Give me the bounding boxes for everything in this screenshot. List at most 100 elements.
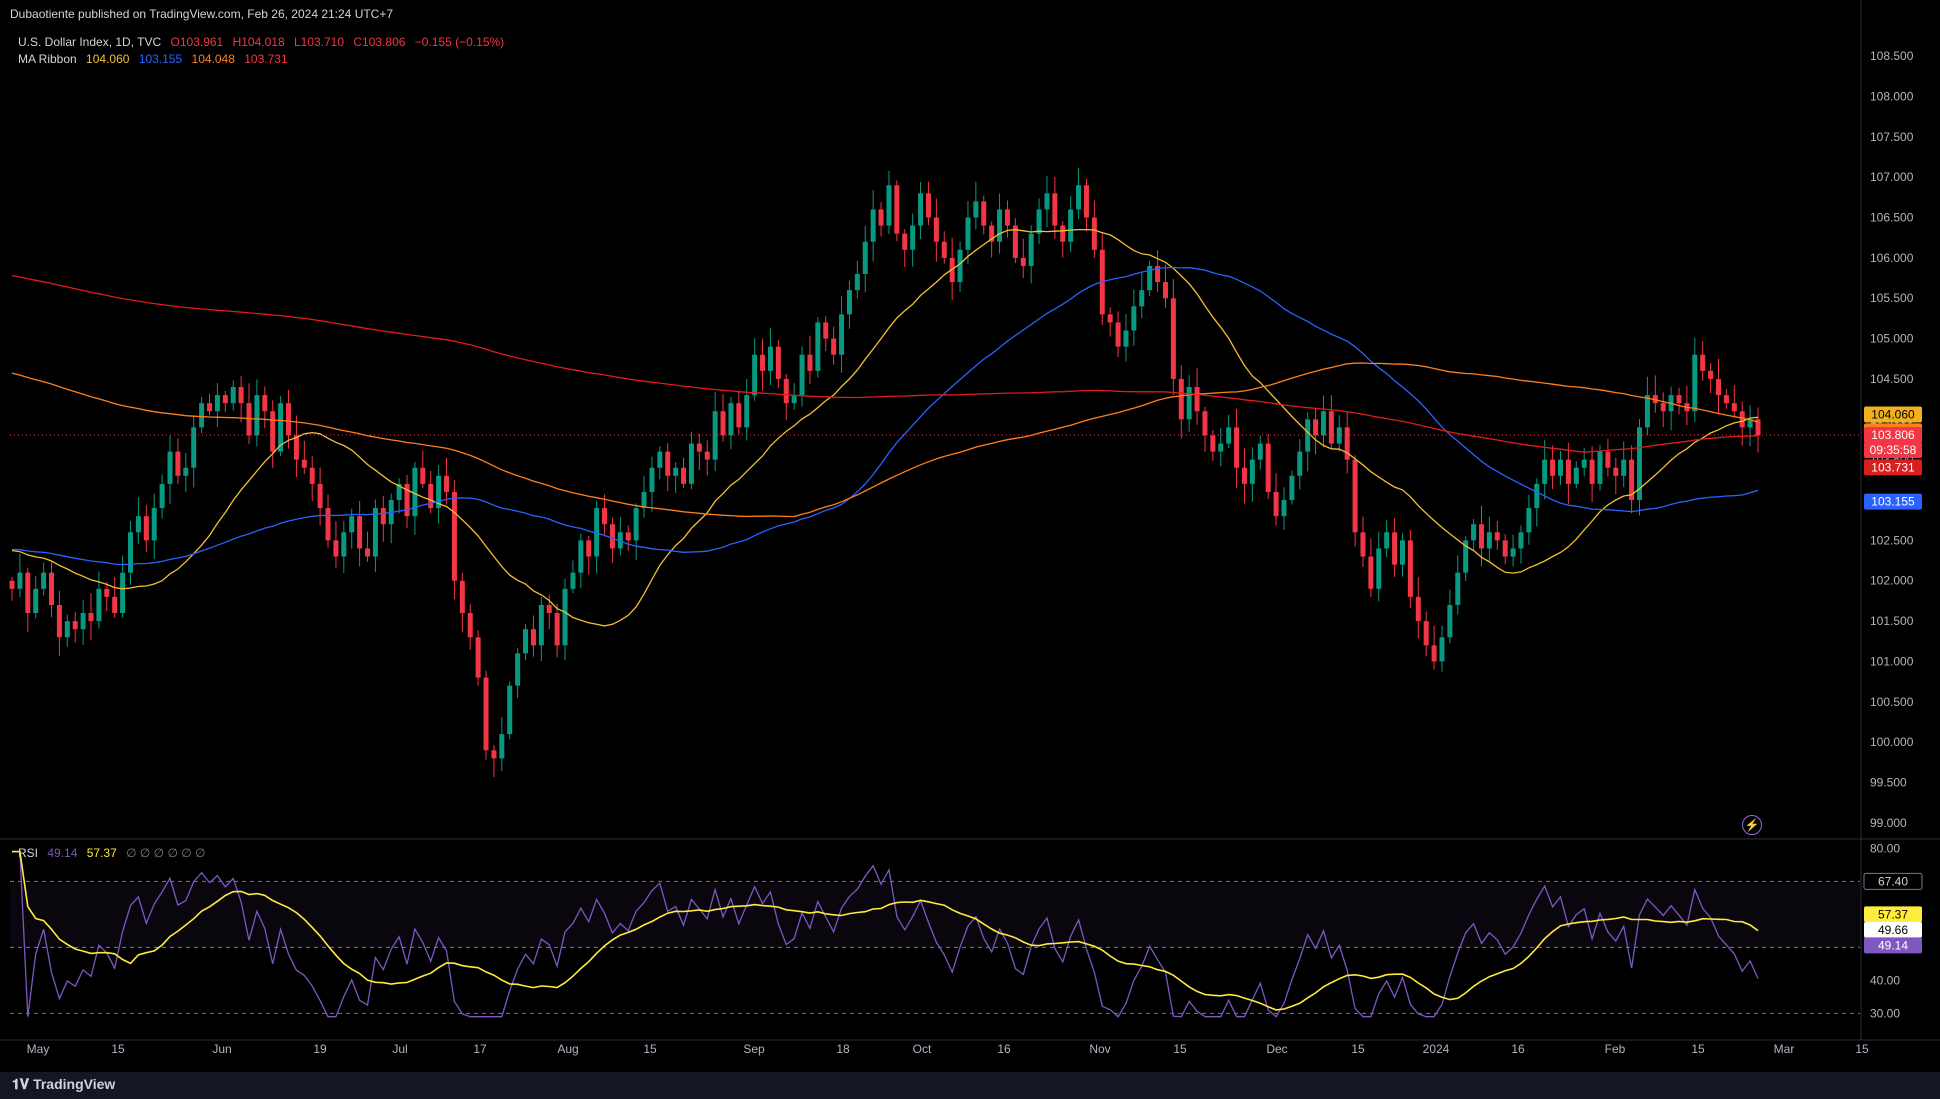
time-tick-label: 15: [1691, 1042, 1705, 1056]
price-tag: [1864, 406, 1922, 423]
candle-body: [270, 411, 276, 452]
price-tick-label: 108.000: [1870, 89, 1914, 103]
candle-body: [933, 217, 939, 242]
candle-body: [870, 209, 876, 242]
low-value: L103.710: [293, 35, 345, 49]
candle-body: [1415, 596, 1421, 622]
price-tick-label: 106.500: [1870, 211, 1914, 225]
candle-body: [1036, 209, 1042, 234]
candle-body: [1305, 419, 1311, 452]
candle-body: [736, 403, 742, 428]
candle-body: [1352, 459, 1358, 533]
candle-body: [720, 411, 726, 436]
change-value: −0.155 (−0.15%): [414, 35, 505, 49]
candle-body: [1613, 467, 1619, 476]
candle-body: [1455, 572, 1461, 605]
price-tick-label: 107.500: [1870, 130, 1914, 144]
tradingview-logo[interactable]: 𝟏𝐕 TradingView: [12, 1076, 116, 1092]
candle-body: [301, 459, 307, 468]
candle-body: [1644, 395, 1650, 428]
price-tick-label: 107.000: [1870, 170, 1914, 184]
candle-body: [791, 395, 797, 404]
candle-body: [238, 387, 244, 404]
candle-body: [1273, 491, 1279, 517]
candle-body: [199, 403, 205, 428]
candle-body: [1423, 621, 1429, 646]
footer-bar: [0, 1072, 1940, 1099]
price-tick-label: 106.000: [1870, 251, 1914, 265]
candle-body: [665, 451, 671, 476]
candle-body: [159, 483, 165, 509]
candle-body: [1052, 193, 1058, 226]
time-tick-label: Mar: [1774, 1042, 1795, 1056]
candle-body: [1265, 443, 1271, 492]
candle-body: [309, 467, 315, 484]
time-tick-label: 15: [643, 1042, 657, 1056]
candle-body: [286, 403, 292, 436]
candle-body: [420, 467, 426, 484]
price-tag: [1864, 441, 1922, 458]
candle-body: [523, 629, 529, 654]
high-value: H104.018: [232, 35, 285, 49]
candle-body: [846, 290, 852, 315]
candle-body: [1249, 459, 1255, 484]
candle-body: [491, 750, 497, 759]
candle-body: [444, 475, 450, 492]
candle-body: [151, 508, 157, 541]
candle-body: [807, 354, 813, 371]
candle-body: [641, 491, 647, 509]
candle-body: [1565, 459, 1571, 484]
time-tick-label: Sep: [743, 1042, 765, 1056]
time-tick-label: Jun: [212, 1042, 231, 1056]
candle-body: [372, 508, 378, 557]
candle-body: [451, 491, 457, 581]
rsi-tag: [1864, 921, 1922, 938]
candle-body: [112, 596, 118, 614]
candle-body: [254, 395, 260, 436]
candle-body: [981, 201, 987, 226]
candle-body: [1178, 378, 1184, 420]
candle-body: [41, 572, 47, 589]
rsi-tick-label: 40.00: [1870, 973, 1900, 987]
rsi-tag: [1863, 872, 1923, 890]
candle-body: [925, 193, 931, 218]
candle-body: [333, 540, 339, 557]
candle-body: [973, 201, 979, 218]
candle-body: [175, 451, 181, 476]
chart-canvas[interactable]: 108.500 108.000 107.500 107.000 106.500 106.0…: [0, 0, 1940, 1072]
price-tick-label: 100.500: [1870, 695, 1914, 709]
tv-logo-icon: 𝟏𝐕: [12, 1076, 30, 1092]
candle-body: [1147, 265, 1153, 291]
price-tag: [1864, 459, 1922, 476]
rsi-tag-label: 49.66: [1878, 923, 1908, 937]
ma-value-4: 103.731: [244, 52, 288, 66]
candle-body: [752, 354, 758, 396]
ma-ribbon-row[interactable]: MA Ribbon 104.060 103.155 104.048 103.73…: [18, 51, 504, 68]
candle-body: [1226, 427, 1232, 444]
symbol-row[interactable]: U.S. Dollar Index, 1D, TVC O103.961 H104…: [18, 34, 504, 51]
candle-body: [499, 734, 505, 759]
candle-body: [1518, 532, 1524, 549]
candle-body: [1091, 217, 1097, 250]
lightning-icon[interactable]: ⚡: [1742, 815, 1762, 835]
ma-line-orange: [11, 362, 1759, 518]
candle-body: [1708, 370, 1714, 379]
candle-body: [965, 217, 971, 250]
rsi-tag-label: 49.14: [1878, 938, 1908, 952]
candle-body: [760, 354, 766, 371]
price-tag-label: 104.060: [1871, 407, 1915, 421]
rsi-ma-line: [12, 850, 1759, 1011]
candle-body: [767, 346, 773, 371]
candle-body: [910, 225, 916, 250]
rsi-legend[interactable]: RSI 49.14 57.37 ∅ ∅ ∅ ∅ ∅ ∅: [18, 846, 206, 860]
candle-body: [1700, 354, 1706, 371]
rsi-line: [12, 850, 1759, 1018]
candle-body: [120, 572, 126, 614]
candle-body: [365, 548, 371, 557]
ma-value-2: 103.155: [138, 52, 183, 66]
candle-body: [602, 508, 608, 525]
candle-body: [1463, 540, 1469, 573]
candle-body: [1747, 419, 1753, 428]
ma-line-red: [11, 274, 1759, 453]
ma-line-blue: [11, 266, 1759, 566]
